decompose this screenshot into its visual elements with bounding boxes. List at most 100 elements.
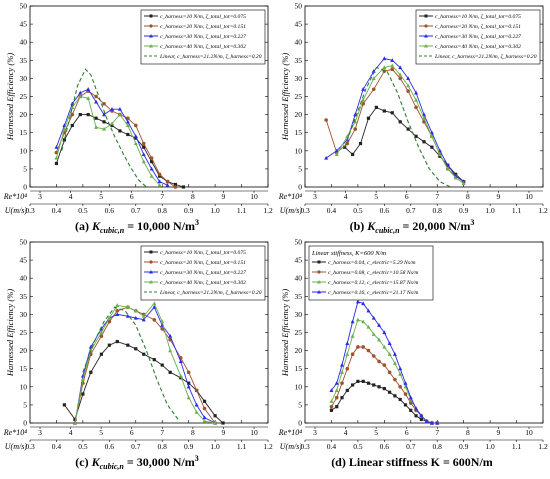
data-point [117, 112, 122, 117]
data-point [398, 76, 403, 81]
data-point [382, 363, 387, 367]
data-point [392, 361, 397, 365]
u-tick-label: 0.4 [52, 206, 62, 215]
data-point [118, 129, 122, 133]
legend-marker [149, 44, 153, 48]
u-tick-label: 0.6 [105, 442, 115, 451]
re-tick-label: 8 [466, 428, 470, 437]
y-tick-label: 45 [295, 20, 303, 29]
data-point [126, 116, 130, 121]
series-line-4 [82, 306, 179, 420]
data-point [408, 401, 413, 405]
data-point [445, 166, 450, 171]
data-point [134, 136, 138, 140]
re-tick-label: 7 [435, 192, 439, 201]
y-tick-label: 30 [20, 310, 28, 319]
data-point [403, 403, 408, 407]
series-line-1 [74, 306, 216, 424]
u-tick-label: 1.0 [210, 206, 220, 215]
u-tick-label: 0.4 [327, 206, 337, 215]
data-point [86, 96, 91, 100]
legend-box [140, 9, 266, 65]
data-point [107, 343, 111, 347]
series-line-4 [344, 66, 451, 188]
data-point [186, 384, 191, 389]
data-point [390, 58, 395, 62]
data-point [371, 315, 376, 320]
data-point [335, 405, 339, 409]
legend: c_harness=10 N/m, ζ_total_tot=0.075 c_har… [415, 9, 541, 65]
caption-c-rest: = 30,000 N/m [124, 455, 195, 469]
caption-d-rest: Linear stiffness K = 600N/m [349, 455, 493, 469]
data-point [141, 152, 146, 157]
caption-a-sub: cubic,n [100, 226, 125, 235]
re-tick-label: 9 [222, 192, 226, 201]
re-tick-label: 3 [313, 428, 317, 437]
data-point [361, 87, 366, 91]
data-point [430, 145, 434, 149]
data-point [173, 185, 178, 189]
caption-b-sup: 3 [470, 218, 474, 227]
data-point [86, 113, 90, 117]
u-tick-label: 0.5 [353, 206, 363, 215]
u-tick-label: 1.0 [485, 206, 495, 215]
u-tick-label: 1.1 [512, 206, 522, 215]
y-tick-label: 25 [295, 328, 303, 337]
data-point [141, 159, 146, 164]
y-tick-label: 0 [23, 183, 27, 192]
data-point [134, 347, 138, 351]
series-line-2 [325, 58, 464, 182]
y-tick-label: 50 [295, 238, 303, 247]
u-tick-label: 0.8 [158, 206, 168, 215]
data-point [403, 384, 408, 389]
data-point [429, 134, 434, 138]
re-tick-label: 10 [250, 428, 258, 437]
data-point [382, 56, 387, 61]
series-line-4 [61, 68, 147, 188]
data-point [403, 392, 408, 396]
y-tick-label: 10 [20, 382, 28, 391]
data-point [99, 352, 103, 356]
data-point [107, 319, 112, 324]
data-point [393, 394, 397, 398]
data-point [142, 145, 146, 149]
data-point [107, 315, 112, 320]
y-tick-label: 30 [295, 74, 303, 83]
data-point [437, 152, 442, 157]
data-point [461, 181, 466, 185]
y-tick-label: 5 [23, 164, 27, 173]
caption-a: (a) Kcubic,n = 10,000 N/m3 [75, 218, 199, 235]
data-point [453, 175, 458, 180]
data-point [187, 381, 191, 385]
legend-box [415, 9, 541, 65]
caption-b-rest: = 20,000 N/m [400, 219, 471, 233]
caption-a-sym: K [91, 219, 101, 233]
data-point [377, 337, 382, 342]
data-point [374, 105, 378, 109]
data-point [81, 392, 85, 396]
legend-label-0: c_harness=10 N/m, ζ_total_tot=0.075 [160, 249, 246, 256]
data-point [406, 83, 411, 88]
data-point [382, 387, 386, 391]
y-tick-label: 20 [295, 346, 303, 355]
y-tick-label: 50 [295, 2, 303, 11]
y-tick-label: 20 [295, 110, 303, 119]
data-point [141, 317, 146, 322]
data-point [390, 67, 395, 72]
data-point [371, 76, 376, 80]
y-tick-label: 45 [20, 20, 28, 29]
data-point [334, 388, 339, 393]
legend-label-4: Linear, c_harness=21.2N/m, ζ_harness=0.2… [159, 289, 262, 296]
data-point [94, 116, 98, 120]
data-point [94, 94, 98, 99]
caption-a-rest: = 10,000 N/m [124, 219, 195, 233]
data-point [361, 345, 365, 349]
data-point [194, 409, 199, 414]
re-tick-label: 6 [130, 428, 134, 437]
data-point [99, 334, 104, 338]
series-line-1 [325, 68, 464, 182]
legend-label-1: c_harness=20 N/m, ζ_total_tot=0.151 [160, 23, 246, 30]
legend-title: Linear stiffness, K=600 N/m [311, 250, 386, 257]
data-point [356, 379, 360, 383]
